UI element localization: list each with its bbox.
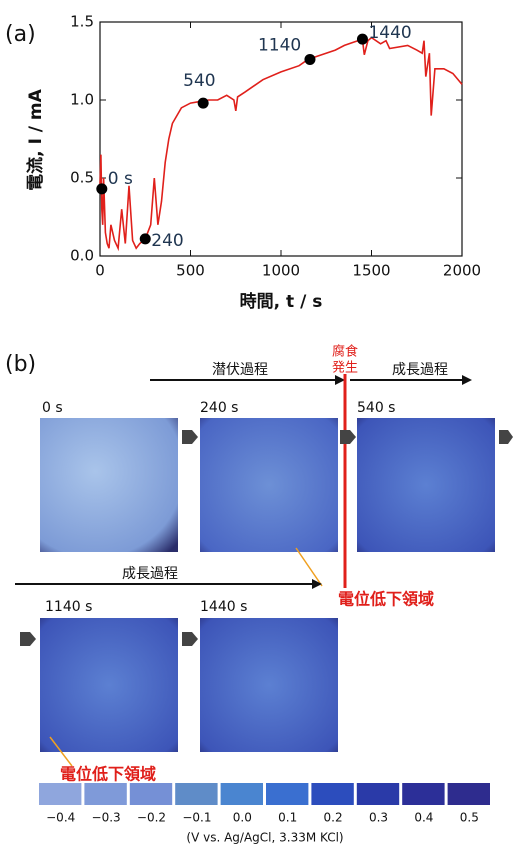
marker [96, 183, 107, 194]
color-swatch [175, 783, 217, 805]
color-swatch [221, 783, 263, 805]
annotation: 0 s [108, 169, 133, 189]
x-tick-label: 0 [95, 262, 105, 280]
time-label: 1140 s [45, 599, 92, 615]
marker [304, 54, 315, 65]
time-label: 540 s [357, 400, 395, 416]
image [200, 418, 338, 552]
step-arrow [499, 430, 513, 444]
line [100, 38, 462, 249]
y-tick-label: 0.5 [70, 169, 94, 187]
figure: (a) 電流, I / mA 時間, t / s (b) 潜伏過程 腐食 発生 … [0, 0, 514, 857]
y-tick-label: 0.0 [70, 247, 94, 265]
color-swatch [266, 783, 308, 805]
marker [140, 233, 151, 244]
image [40, 418, 178, 552]
image [357, 418, 495, 552]
marker [357, 34, 368, 45]
time-label: 0 s [42, 400, 63, 416]
colorbar-label: −0.3 [92, 811, 121, 825]
stage-label: 潜伏過程 [212, 362, 268, 378]
onset-label: 腐食 [332, 344, 358, 360]
y-tick-label: 1.0 [70, 91, 94, 109]
marker [198, 98, 209, 109]
color-swatch [311, 783, 353, 805]
colorbar-label: 0.0 [233, 811, 252, 825]
stage-label: 成長過程 [122, 566, 178, 582]
panel-label: (a) [5, 22, 36, 47]
step-arrow [340, 430, 356, 444]
step-arrow [182, 430, 198, 444]
color-swatch [402, 783, 444, 805]
region-label: 電位低下領域 [60, 765, 156, 784]
colorbar-unit: (V vs. Ag/AgCl, 3.33M KCl) [186, 831, 343, 845]
x-tick-label: 1500 [352, 262, 390, 280]
colorbar-label: 0.1 [278, 811, 297, 825]
color-swatch [39, 783, 81, 805]
pointer [296, 548, 322, 586]
color-swatch [84, 783, 126, 805]
y-axis-label: 電流, I / mA [25, 88, 46, 190]
plot-frame [100, 22, 462, 256]
annotation: 540 [183, 71, 215, 91]
time-label: 1440 s [200, 599, 247, 615]
colorbar-label: −0.4 [46, 811, 75, 825]
panel-b: (b) 潜伏過程 腐食 発生 成長過程 0 s 240 s 540 s 電位低下… [5, 344, 513, 845]
colorbar-label: 0.5 [460, 811, 479, 825]
color-swatch [448, 783, 490, 805]
image [200, 618, 338, 752]
step-arrow [20, 632, 36, 646]
stage-label: 成長過程 [392, 362, 448, 378]
arrow-head [312, 579, 322, 589]
panel-label: (b) [5, 352, 36, 377]
color-swatch [357, 783, 399, 805]
time-label: 240 s [200, 400, 238, 416]
color-swatch [130, 783, 172, 805]
colorbar-label: −0.1 [182, 811, 211, 825]
y-tick-label: 1.5 [70, 13, 94, 31]
colorbar-label: 0.4 [414, 811, 433, 825]
colorbar-label: 0.3 [369, 811, 388, 825]
step-arrow [182, 632, 198, 646]
colorbar-label: 0.2 [324, 811, 343, 825]
colorbar-label: −0.2 [137, 811, 166, 825]
x-tick-label: 1000 [262, 262, 300, 280]
image [40, 618, 178, 752]
x-tick-label: 500 [176, 262, 205, 280]
annotation: 1440 [368, 23, 411, 43]
annotation: 1140 [258, 35, 301, 55]
annotation: 240 [151, 231, 183, 251]
x-axis-label: 時間, t / s [240, 291, 323, 312]
x-tick-label: 2000 [443, 262, 481, 280]
arrow-head [462, 375, 472, 385]
region-label: 電位低下領域 [338, 590, 434, 609]
onset-label: 発生 [332, 361, 358, 376]
